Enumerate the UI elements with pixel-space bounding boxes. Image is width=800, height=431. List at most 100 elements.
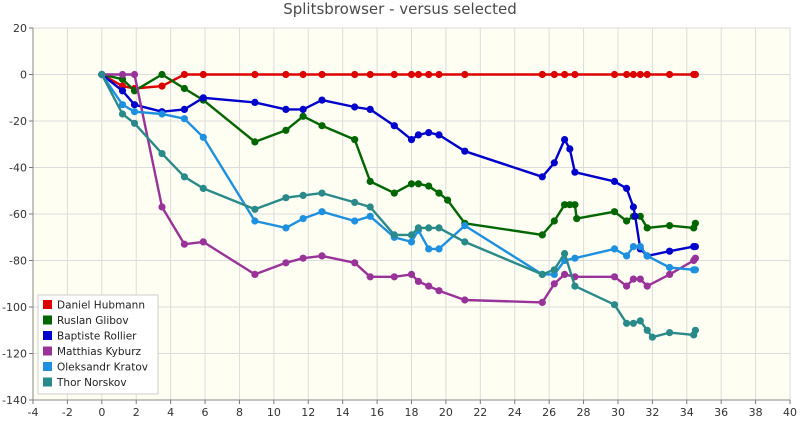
data-point [299, 112, 307, 120]
data-point [561, 70, 569, 79]
data-point [282, 224, 290, 232]
legend-box [37, 294, 159, 395]
x-tick-label: 16 [370, 406, 384, 419]
data-point [180, 84, 188, 93]
data-point [636, 212, 644, 220]
y-tick-label: -60 [9, 208, 27, 221]
x-tick-label: 30 [611, 406, 625, 419]
data-point [318, 189, 326, 197]
data-point [366, 203, 374, 211]
data-point [461, 147, 469, 155]
data-point [158, 110, 166, 118]
data-point [636, 243, 644, 251]
data-point [571, 282, 579, 290]
data-point [407, 238, 416, 246]
data-point [390, 70, 398, 79]
series-daniel-hubmann [98, 70, 700, 93]
data-point [199, 184, 207, 192]
x-tick-label: 18 [405, 406, 419, 419]
x-tick-label: 28 [577, 406, 591, 419]
data-point [130, 70, 139, 79]
data-point [550, 159, 558, 167]
data-point [636, 317, 644, 325]
data-point [251, 138, 259, 146]
data-point [351, 136, 359, 144]
data-point [461, 296, 469, 304]
data-point [643, 252, 651, 260]
data-point [666, 222, 674, 230]
legend-swatch [43, 331, 52, 340]
data-point [130, 119, 139, 127]
x-tick-label: 8 [236, 406, 243, 419]
data-point [425, 245, 433, 253]
data-point [425, 129, 433, 137]
data-point [538, 173, 546, 181]
data-point [561, 136, 569, 144]
x-tick-label: 2 [133, 406, 140, 419]
legend: Daniel Hubmann Ruslan Glibov Baptiste Roll… [37, 294, 159, 395]
data-point [158, 82, 166, 90]
series-ruslan-glibov [98, 70, 700, 239]
data-point [390, 231, 398, 239]
data-point [561, 270, 569, 278]
data-point [414, 70, 422, 79]
y-tick-label: 0 [20, 69, 27, 82]
x-tick-label: 40 [783, 406, 797, 419]
x-tick-label: 36 [714, 406, 728, 419]
data-point [180, 173, 188, 181]
x-tick-label: 6 [202, 406, 209, 419]
data-point [691, 326, 700, 334]
data-point [571, 70, 579, 79]
y-tick-label: -40 [9, 162, 27, 175]
data-point [623, 184, 631, 192]
data-point [435, 245, 443, 253]
data-point [636, 275, 644, 283]
x-tick-label: 22 [473, 406, 487, 419]
data-point [318, 252, 326, 260]
data-point [351, 103, 359, 111]
data-point [629, 70, 638, 79]
data-point [631, 212, 639, 220]
data-point [282, 194, 290, 202]
data-point [666, 247, 674, 255]
data-point [318, 208, 326, 216]
data-point [407, 231, 416, 239]
data-point [351, 198, 359, 206]
data-point [571, 254, 579, 262]
data-point [180, 105, 188, 113]
legend-swatch [43, 315, 52, 325]
x-tick-label: -4 [28, 406, 39, 419]
data-point [629, 275, 638, 283]
x-tick-label: 26 [542, 406, 556, 419]
data-point [666, 70, 674, 79]
data-point [299, 191, 307, 199]
data-point [158, 203, 166, 211]
data-point [666, 329, 674, 337]
data-point [180, 115, 188, 123]
data-point [666, 263, 674, 272]
data-point [366, 212, 374, 220]
legend-label: Ruslan Glibov [57, 315, 129, 327]
data-point [550, 266, 558, 274]
data-point [643, 326, 651, 334]
data-point [461, 70, 469, 79]
y-tick-label: -100 [2, 301, 27, 314]
data-point [299, 105, 307, 113]
data-point [610, 208, 619, 216]
x-tick-label: -2 [62, 406, 73, 419]
data-point [390, 122, 398, 130]
data-point [199, 238, 207, 246]
series-thor-norskov [98, 70, 700, 341]
legend-label: Thor Norskov [56, 377, 127, 389]
data-point [118, 87, 127, 95]
data-point [573, 215, 581, 223]
axes: -4 -2 0 2 4 6 8 10 12 14 16 18 20 22 24 26 28 30 32 34 36 38 4… [2, 22, 797, 419]
x-tick-label: 10 [267, 406, 281, 419]
data-point [425, 224, 433, 232]
data-point [251, 205, 259, 213]
data-point [623, 217, 631, 225]
data-point [435, 224, 443, 232]
data-point [691, 219, 700, 227]
